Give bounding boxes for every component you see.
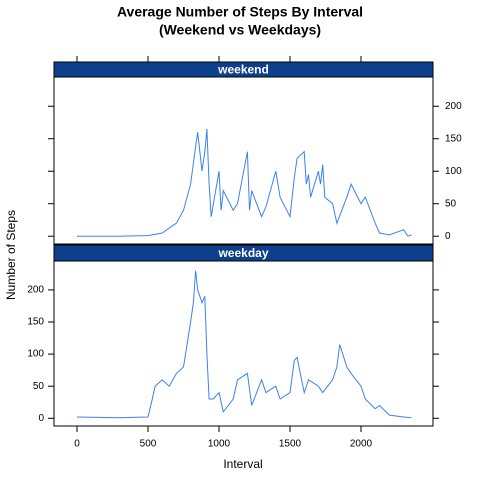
y-tick-label: 100 bbox=[445, 166, 462, 177]
x-tick-label: 0 bbox=[74, 439, 80, 450]
y-tick-label: 0 bbox=[38, 413, 44, 424]
y-tick-label: 50 bbox=[445, 198, 457, 209]
x-tick-label: 2000 bbox=[350, 439, 373, 450]
strip-label: weekend bbox=[217, 63, 269, 77]
y-tick-label: 100 bbox=[27, 349, 44, 360]
x-tick-label: 500 bbox=[140, 439, 157, 450]
chart-title: Average Number of Steps By Interval bbox=[117, 4, 363, 20]
panel-frame bbox=[53, 76, 434, 245]
y-tick-label: 50 bbox=[33, 381, 45, 392]
chart-subtitle: (Weekend vs Weekdays) bbox=[159, 22, 321, 38]
panel-frame bbox=[53, 260, 434, 427]
y-tick-label: 0 bbox=[445, 231, 451, 242]
x-tick-label: 1500 bbox=[279, 439, 302, 450]
y-axis-title: Number of Steps bbox=[4, 210, 18, 300]
data-line bbox=[76, 270, 412, 419]
y-tick-label: 200 bbox=[27, 285, 44, 296]
y-tick-label: 150 bbox=[27, 317, 44, 328]
strip-label: weekday bbox=[217, 246, 268, 260]
x-tick-label: 1000 bbox=[208, 439, 231, 450]
y-tick-label: 200 bbox=[445, 101, 462, 112]
data-line bbox=[77, 128, 412, 237]
x-axis-title: Interval bbox=[223, 457, 262, 471]
y-tick-label: 150 bbox=[445, 133, 462, 144]
